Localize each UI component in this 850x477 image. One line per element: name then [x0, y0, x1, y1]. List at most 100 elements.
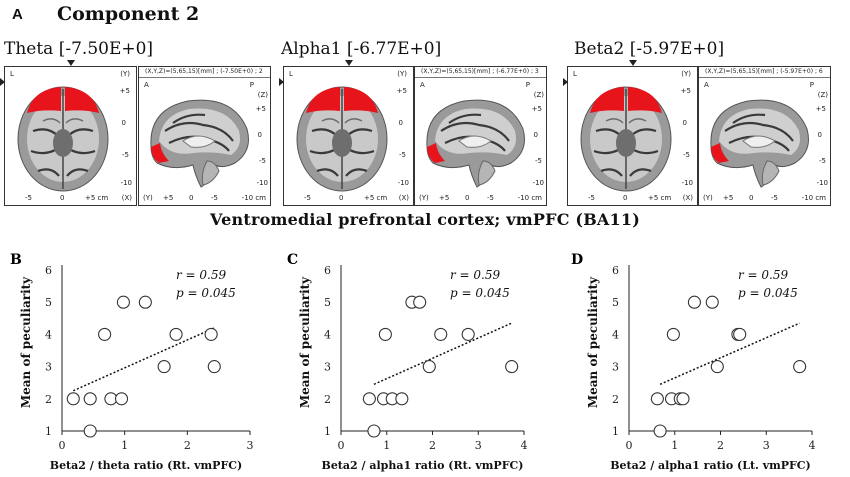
data-point: [793, 360, 807, 374]
axial-y-label: (Y): [397, 70, 407, 78]
x-axis-label: Beta2 / alpha1 ratio (Rt. vmPFC): [322, 459, 524, 472]
sag-bottom-tick: -5: [487, 194, 494, 202]
panel-letter: B: [10, 252, 22, 268]
x-tick-label: 1: [121, 439, 128, 452]
p-annotation: p = 0.045: [738, 286, 798, 300]
y-axis-label: Mean of peculiarity: [586, 276, 600, 408]
axial-view-theta: L (Y) +5 0 -5 -10 -5 0 +5 cm (X): [4, 66, 137, 206]
y-tick-label: 6: [324, 264, 331, 277]
x-tick-label: 3: [475, 439, 482, 452]
axial-bottom-tick: 0: [339, 194, 344, 202]
data-point: [395, 392, 409, 406]
sag-bottom-tick: (Y): [143, 194, 153, 202]
axial-bottom-tick: (X): [121, 194, 132, 202]
axial-bottom-tick: +5 cm: [648, 194, 672, 202]
slice-marker-icon: [344, 60, 353, 66]
sag-tick: +5: [255, 105, 266, 113]
y-tick-label: 1: [45, 425, 52, 438]
sagittal-header: (X,Y,Z)=(5,65,15)[mm] ; (-7.50E+0) ; 2: [139, 67, 270, 78]
axial-view-beta2: L (Y) +5 0 -5 -10 -5 0 +5 cm (X): [567, 66, 698, 206]
posterior-label: P: [809, 81, 814, 89]
p-annotation: p = 0.045: [450, 286, 510, 300]
axial-brain-image: [292, 81, 392, 197]
y-tick-label: 3: [324, 361, 331, 374]
axial-l-label: L: [289, 70, 293, 78]
data-point: [733, 327, 747, 341]
axial-bottom-tick: -5: [25, 194, 32, 202]
sag-tick: 0: [257, 131, 262, 139]
axial-bottom-tick: (X): [682, 194, 693, 202]
axial-tick: +5: [396, 87, 407, 95]
panel-letter: C: [287, 252, 298, 268]
data-point: [83, 392, 97, 406]
axial-y-label: (Y): [681, 70, 691, 78]
anterior-label: A: [144, 81, 149, 89]
sag-bottom-tick: (Y): [703, 194, 713, 202]
band-value: [-6.77E+0]: [346, 39, 442, 59]
data-point: [413, 295, 427, 309]
data-point: [422, 360, 436, 374]
trend-line: [659, 322, 800, 385]
axial-tick: 0: [682, 119, 687, 127]
axial-tick: -10: [681, 179, 693, 187]
sagittal-view-alpha1: (X,Y,Z)=(5,65,15)[mm] ; (-6.77E+0) ; 3 A…: [414, 66, 547, 206]
sag-tick: +5: [531, 105, 542, 113]
x-tick-label: 2: [429, 439, 436, 452]
brain-view-title-beta2: Beta2 [-5.97E+0]: [574, 39, 724, 59]
sag-bottom-tick: -10 cm: [517, 194, 542, 202]
sag-tick: -10: [816, 179, 828, 187]
anterior-label: A: [704, 81, 709, 89]
sag-bottom-tick: (Y): [419, 194, 429, 202]
data-point: [461, 327, 475, 341]
data-point: [434, 327, 448, 341]
data-point: [676, 392, 690, 406]
slice-side-marker-icon: [0, 78, 5, 86]
axial-tick: +5: [119, 87, 130, 95]
y-tick-label: 4: [324, 328, 331, 341]
y-axis-label: Mean of peculiarity: [298, 276, 312, 408]
y-tick-label: 3: [45, 361, 52, 374]
slice-side-marker-icon: [563, 78, 568, 86]
axial-bottom-tick: +5 cm: [85, 194, 109, 202]
data-point: [114, 392, 129, 406]
y-tick-label: 1: [324, 425, 331, 438]
data-point: [207, 360, 221, 374]
x-tick-label: 0: [59, 439, 66, 452]
axial-l-label: L: [573, 70, 577, 78]
axial-bottom-tick: (X): [398, 194, 409, 202]
sag-bottom-tick: +5: [163, 194, 174, 202]
x-tick-label: 4: [809, 439, 816, 452]
y-tick-label: 3: [612, 361, 619, 374]
data-point: [157, 360, 171, 374]
data-point: [666, 327, 680, 341]
sag-bottom-tick: +5: [439, 194, 450, 202]
axial-bottom-tick: -5: [304, 194, 311, 202]
x-tick-label: 4: [521, 439, 528, 452]
sagittal-header: (X,Y,Z)=(5,65,15)[mm] ; (-5.97E+0) ; 6: [699, 67, 830, 78]
x-tick-label: 1: [383, 439, 390, 452]
sag-tick: -10: [256, 179, 268, 187]
axial-tick: +5: [680, 87, 691, 95]
axial-tick: -10: [120, 179, 132, 187]
band-value: [-7.50E+0]: [58, 39, 154, 59]
y-tick-label: 2: [45, 393, 52, 406]
r-annotation: r = 0.59: [450, 268, 501, 282]
sagittal-brain-image: [419, 91, 531, 195]
data-point: [653, 424, 667, 438]
sagittal-header: (X,Y,Z)=(5,65,15)[mm] ; (-6.77E+0) ; 3: [415, 67, 546, 78]
data-point: [98, 327, 112, 341]
data-point: [378, 327, 392, 341]
panel-letter: D: [571, 252, 583, 268]
axial-view-alpha1: L (Y) +5 0 -5 -10 -5 0 +5 cm (X): [283, 66, 414, 206]
trend-line: [72, 327, 215, 392]
sag-tick: -5: [259, 157, 266, 165]
band-name: Alpha1: [281, 39, 347, 59]
x-axis-label: Beta2 / alpha1 ratio (Lt. vmPFC): [610, 459, 811, 472]
slice-side-marker-icon: [279, 78, 284, 86]
r-annotation: r = 0.59: [176, 268, 227, 282]
axial-bottom-tick: -5: [588, 194, 595, 202]
axial-tick: -5: [399, 151, 406, 159]
